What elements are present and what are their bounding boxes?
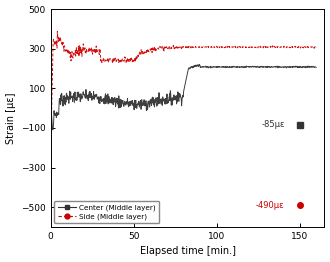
Y-axis label: Strain [με]: Strain [με]	[6, 92, 16, 144]
X-axis label: Elapsed time [min.]: Elapsed time [min.]	[140, 247, 236, 256]
Text: -490με: -490με	[256, 201, 285, 210]
Legend: Center (Middle layer), Side (Middle layer): Center (Middle layer), Side (Middle laye…	[54, 201, 159, 223]
Text: -85με: -85με	[261, 121, 285, 129]
